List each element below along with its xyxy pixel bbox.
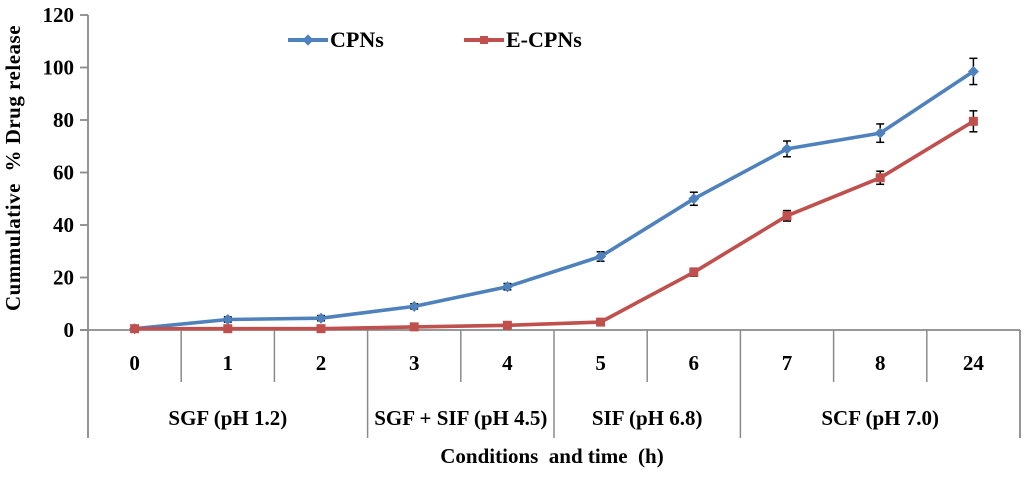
legend-label-cpns: CPNs bbox=[330, 27, 384, 52]
time-label: 0 bbox=[129, 351, 140, 375]
time-label: 5 bbox=[595, 351, 606, 375]
data-point-E-CPNs-8 bbox=[875, 173, 885, 183]
y-tick-label: 0 bbox=[64, 318, 75, 342]
data-point-E-CPNs-3 bbox=[409, 322, 419, 332]
data-point-CPNs-3 bbox=[408, 300, 420, 312]
data-point-E-CPNs-2 bbox=[316, 324, 326, 334]
condition-label: SIF (pH 6.8) bbox=[592, 406, 703, 430]
data-point-E-CPNs-1 bbox=[223, 324, 233, 334]
series-line-CPNs bbox=[132, 69, 976, 331]
e-cpns-line-square-swatch bbox=[464, 33, 504, 47]
time-label: 8 bbox=[875, 351, 886, 375]
data-point-CPNs-6 bbox=[688, 193, 700, 205]
data-point-E-CPNs-7 bbox=[782, 211, 792, 221]
series-line-E-CPNs bbox=[132, 119, 976, 331]
time-label: 4 bbox=[502, 351, 513, 375]
data-point-E-CPNs-4 bbox=[502, 320, 512, 330]
time-label: 6 bbox=[689, 351, 700, 375]
legend-item-e-cpns: E-CPNs bbox=[464, 28, 582, 52]
condition-label: SGF (pH 1.2) bbox=[168, 406, 287, 430]
data-point-E-CPNs-6 bbox=[689, 267, 699, 277]
data-point-CPNs-2 bbox=[315, 312, 327, 324]
data-point-E-CPNs-24 bbox=[968, 116, 978, 126]
y-tick-label: 20 bbox=[53, 266, 74, 290]
data-point-E-CPNs-0 bbox=[130, 324, 140, 334]
y-tick-label: 60 bbox=[53, 161, 74, 185]
data-point-CPNs-5 bbox=[595, 251, 607, 262]
condition-label: SCF (pH 7.0) bbox=[821, 406, 939, 430]
condition-label: SGF + SIF (pH 4.5) bbox=[374, 406, 547, 430]
y-tick-label: 40 bbox=[53, 213, 74, 237]
time-label: 24 bbox=[963, 351, 985, 375]
time-label: 7 bbox=[782, 351, 793, 375]
e-cpns-square-marker-icon bbox=[480, 36, 488, 44]
y-tick-label: 120 bbox=[43, 3, 75, 27]
data-point-CPNs-1 bbox=[222, 314, 234, 325]
x-axis-title: Conditions and time (h) bbox=[440, 444, 664, 468]
y-axis-title: Cummulative % Drug release bbox=[1, 24, 25, 312]
legend-label-e-cpns: E-CPNs bbox=[506, 27, 582, 52]
time-label: 3 bbox=[409, 351, 420, 375]
data-point-E-CPNs-5 bbox=[596, 317, 606, 327]
data-point-CPNs-8 bbox=[874, 127, 886, 139]
time-label: 1 bbox=[223, 351, 234, 375]
y-tick-label: 100 bbox=[43, 56, 75, 80]
data-point-CPNs-4 bbox=[501, 281, 513, 293]
cpns-diamond-marker-icon bbox=[302, 34, 314, 46]
legend-item-cpns: CPNs bbox=[288, 28, 384, 52]
cpns-line-diamond-swatch bbox=[288, 33, 328, 47]
data-point-CPNs-7 bbox=[781, 143, 793, 155]
data-point-CPNs-24 bbox=[967, 65, 979, 77]
y-tick-label: 80 bbox=[53, 108, 74, 132]
time-label: 2 bbox=[316, 351, 327, 375]
